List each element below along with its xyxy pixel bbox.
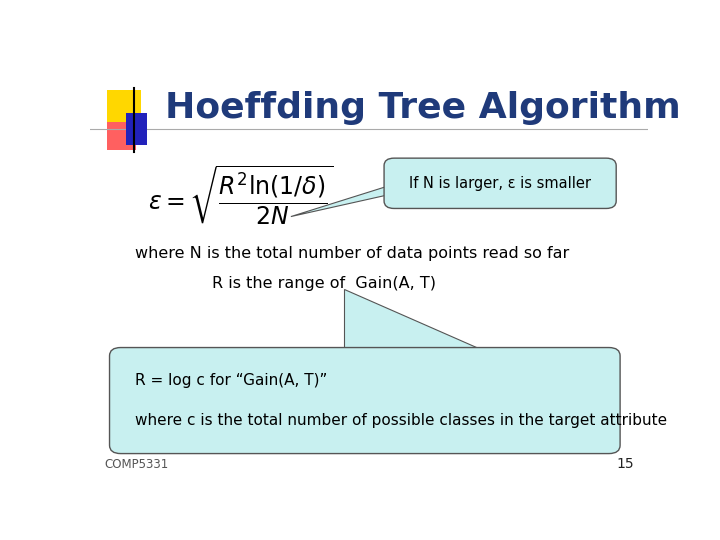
- FancyBboxPatch shape: [126, 113, 148, 145]
- FancyBboxPatch shape: [384, 158, 616, 208]
- Text: R = log c for “Gain(A, T)”: R = log c for “Gain(A, T)”: [135, 373, 327, 388]
- FancyBboxPatch shape: [107, 90, 141, 125]
- Text: 15: 15: [616, 457, 634, 471]
- Text: where c is the total number of possible classes in the target attribute: where c is the total number of possible …: [135, 413, 667, 428]
- Polygon shape: [291, 184, 436, 217]
- Text: Hoeffding Tree Algorithm: Hoeffding Tree Algorithm: [166, 91, 681, 125]
- Text: COMP5331: COMP5331: [104, 458, 168, 471]
- FancyBboxPatch shape: [109, 348, 620, 454]
- FancyBboxPatch shape: [107, 122, 136, 150]
- Text: $\varepsilon = \sqrt{\dfrac{R^2 \ln(1/\delta)}{2N}}$: $\varepsilon = \sqrt{\dfrac{R^2 \ln(1/\d…: [148, 164, 333, 227]
- Polygon shape: [344, 289, 492, 354]
- Text: If N is larger, ε is smaller: If N is larger, ε is smaller: [409, 176, 591, 191]
- Text: R is the range of  Gain(A, T): R is the range of Gain(A, T): [212, 275, 436, 291]
- Text: where N is the total number of data points read so far: where N is the total number of data poin…: [135, 246, 570, 261]
